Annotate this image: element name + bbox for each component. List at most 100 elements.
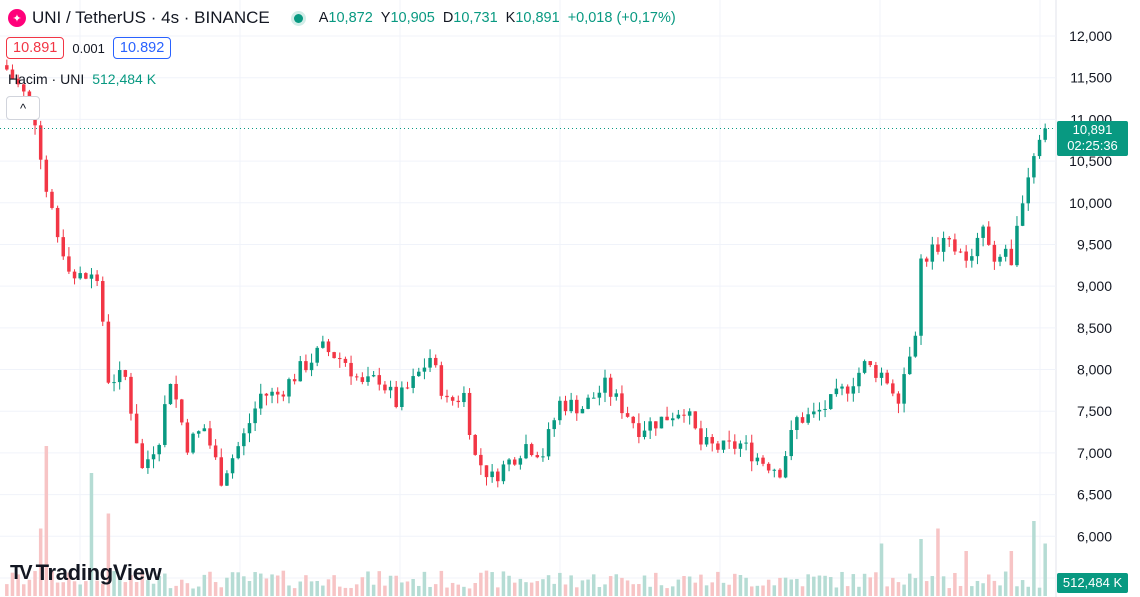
symbol-title[interactable]: UNI / TetherUS · 4s · BINANCE bbox=[32, 8, 270, 27]
sell-price-button[interactable]: 10.891 bbox=[6, 37, 65, 59]
volume-bar bbox=[1037, 587, 1042, 596]
candle-body bbox=[749, 442, 754, 462]
volume-bar bbox=[484, 570, 489, 596]
volume-bar bbox=[885, 586, 889, 596]
volume-bar bbox=[936, 528, 940, 596]
tradingview-wordmark: TradingView bbox=[35, 560, 162, 585]
volume-bar bbox=[834, 587, 839, 596]
candle-body bbox=[981, 226, 985, 238]
candle-body bbox=[405, 387, 410, 389]
collapse-legend-button[interactable]: ^ bbox=[6, 96, 40, 120]
buy-price-button[interactable]: 10.892 bbox=[112, 37, 172, 59]
candle-body bbox=[422, 367, 427, 372]
volume-badge: 512,484 K bbox=[1057, 573, 1128, 593]
tradingview-logo[interactable]: TV TradingView bbox=[10, 560, 162, 586]
volume-bar bbox=[67, 572, 71, 596]
candle-body bbox=[10, 69, 15, 79]
volume-bar bbox=[354, 584, 359, 596]
volume-bar bbox=[958, 585, 963, 596]
candle-body bbox=[50, 191, 54, 208]
volume-legend[interactable]: Hacim · UNI 512,484 K bbox=[8, 71, 156, 87]
volume-bar bbox=[806, 574, 810, 596]
volume-bar bbox=[140, 570, 145, 596]
volume-bar bbox=[1003, 571, 1008, 596]
ohlc-low-key: D bbox=[442, 10, 454, 26]
y-tick-label: 8,500 bbox=[1077, 320, 1112, 336]
candle-body bbox=[738, 443, 743, 449]
candle-body bbox=[1037, 139, 1042, 157]
volume-bar bbox=[682, 576, 686, 596]
candle-body bbox=[642, 430, 647, 438]
volume-bar bbox=[22, 584, 26, 596]
volume-bar bbox=[953, 572, 957, 596]
candle-body bbox=[315, 347, 319, 363]
symbol-header: ✦ UNI / TetherUS · 4s · BINANCE A10,872 … bbox=[8, 6, 676, 30]
spread-value: 0.001 bbox=[72, 40, 105, 56]
volume-bar bbox=[902, 584, 906, 596]
candle-body bbox=[755, 457, 760, 462]
volume-bar bbox=[377, 571, 382, 596]
volume-bar bbox=[213, 582, 218, 596]
volume-bar bbox=[168, 588, 173, 596]
candle-body bbox=[727, 440, 731, 442]
candle-body bbox=[383, 384, 387, 391]
volume-bar bbox=[986, 574, 991, 596]
candle-body bbox=[687, 411, 692, 416]
last-price-badge: 10,891 02:25:36 bbox=[1057, 121, 1128, 156]
y-tick-label: 8,000 bbox=[1077, 362, 1112, 378]
volume-bar bbox=[439, 570, 444, 596]
volume-bar bbox=[394, 575, 398, 596]
volume-bar bbox=[761, 585, 765, 596]
y-tick-label: 7,500 bbox=[1077, 403, 1112, 419]
candle-body bbox=[1032, 156, 1036, 178]
candle-body bbox=[326, 341, 331, 353]
candle-body bbox=[467, 392, 472, 435]
candle-body bbox=[512, 459, 517, 465]
volume-bar bbox=[896, 582, 901, 596]
candle-body bbox=[823, 408, 827, 410]
candle-body bbox=[620, 393, 624, 414]
y-tick-label: 9,500 bbox=[1077, 236, 1112, 252]
volume-bar bbox=[648, 586, 652, 596]
candle-body bbox=[123, 370, 128, 377]
candle-body bbox=[185, 422, 190, 453]
volume-bar bbox=[38, 528, 43, 596]
candle-body bbox=[270, 391, 274, 396]
volume-bar bbox=[61, 582, 66, 596]
volume-bar bbox=[512, 582, 517, 596]
candle-body bbox=[857, 372, 861, 387]
volume-bar bbox=[112, 571, 116, 596]
candle-body bbox=[264, 393, 269, 396]
volume-bar bbox=[95, 580, 99, 596]
volume-bar bbox=[975, 580, 980, 596]
candle-body bbox=[580, 408, 585, 414]
candle-body bbox=[433, 357, 438, 366]
candle-body bbox=[180, 399, 184, 423]
candle-body bbox=[484, 465, 489, 478]
volume-bar bbox=[501, 571, 506, 596]
uniswap-logo-icon: ✦ bbox=[8, 9, 26, 27]
volume-bar bbox=[298, 581, 303, 596]
candle-body bbox=[146, 459, 150, 469]
candle-body bbox=[84, 273, 88, 279]
candle-body bbox=[428, 357, 432, 368]
volume-bar bbox=[795, 578, 799, 596]
candle-body bbox=[112, 382, 116, 384]
ohlc-open-key: A bbox=[318, 10, 329, 26]
volume-bar bbox=[332, 575, 336, 596]
volume-bar bbox=[123, 582, 128, 596]
volume-bar bbox=[343, 587, 348, 596]
candle-body bbox=[151, 454, 156, 460]
chevron-up-icon: ^ bbox=[19, 100, 27, 116]
candle-body bbox=[140, 443, 145, 469]
candle-body bbox=[95, 274, 99, 282]
volume-legend-label: Hacim · UNI bbox=[8, 71, 85, 87]
candle-body bbox=[196, 431, 201, 434]
price-axis[interactable]: 12,00011,50011,00010,50010,0009,5009,000… bbox=[1069, 28, 1112, 586]
candle-body bbox=[163, 404, 167, 445]
volume-bar bbox=[676, 579, 681, 596]
candle-body bbox=[789, 430, 793, 457]
candle-body bbox=[44, 159, 49, 192]
candle-body bbox=[67, 256, 71, 272]
